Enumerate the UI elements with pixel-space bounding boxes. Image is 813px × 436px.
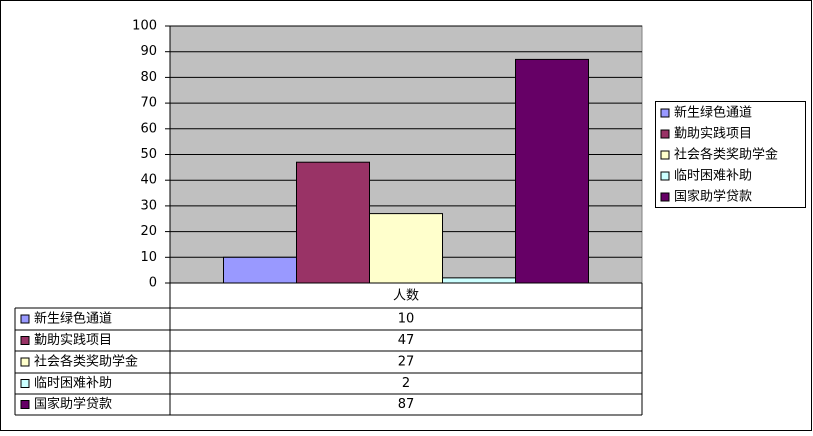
y-tick-label: 30 bbox=[140, 198, 157, 213]
table-value: 87 bbox=[398, 397, 415, 412]
legend-label: 勤助实践项目 bbox=[674, 127, 752, 142]
table-series-name: 临时困难补助 bbox=[34, 376, 112, 391]
table-value: 47 bbox=[398, 333, 415, 348]
y-tick-label: 20 bbox=[140, 224, 157, 239]
legend-key bbox=[660, 150, 670, 160]
table-series-name: 国家助学贷款 bbox=[34, 396, 112, 412]
legend-label: 社会各类奖助学金 bbox=[674, 147, 778, 163]
y-tick-label: 10 bbox=[140, 250, 157, 265]
y-tick-label: 40 bbox=[140, 173, 157, 188]
table-value: 10 bbox=[398, 312, 415, 327]
y-tick-label: 100 bbox=[132, 19, 157, 34]
legend-key bbox=[660, 171, 670, 181]
table-series-name: 社会各类奖助学金 bbox=[34, 354, 138, 370]
legend-key bbox=[660, 129, 670, 139]
bar bbox=[515, 58, 589, 284]
table-series-name: 勤助实践项目 bbox=[34, 333, 112, 348]
y-tick-label: 50 bbox=[140, 147, 157, 162]
table-legend-key bbox=[20, 400, 30, 409]
table-legend-key bbox=[20, 336, 30, 345]
x-tick-label: 人数 bbox=[393, 289, 419, 304]
legend-label: 临时困难补助 bbox=[674, 169, 752, 184]
bar bbox=[369, 213, 443, 284]
y-tick-label: 70 bbox=[140, 96, 157, 111]
bar bbox=[296, 161, 370, 284]
legend-key bbox=[660, 108, 670, 118]
bar bbox=[223, 256, 297, 284]
legend-label: 国家助学贷款 bbox=[674, 189, 752, 205]
table-value: 27 bbox=[398, 355, 415, 370]
table-legend-key bbox=[20, 314, 30, 324]
y-tick-label: 90 bbox=[140, 44, 157, 59]
y-tick-label: 80 bbox=[140, 70, 157, 85]
bar bbox=[442, 277, 516, 284]
table-value: 2 bbox=[402, 376, 410, 391]
table-legend-key bbox=[20, 379, 30, 388]
table-legend-key bbox=[20, 357, 30, 367]
y-tick-label: 60 bbox=[140, 121, 157, 136]
legend-box bbox=[655, 101, 806, 208]
table-series-name: 新生绿色通道 bbox=[34, 311, 112, 327]
legend-key bbox=[660, 192, 670, 202]
legend-label: 新生绿色通道 bbox=[674, 105, 752, 121]
y-tick-label: 0 bbox=[149, 276, 157, 291]
